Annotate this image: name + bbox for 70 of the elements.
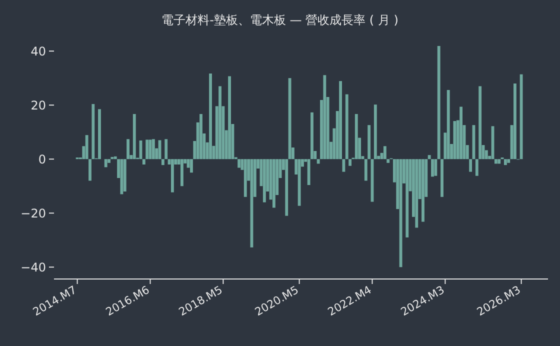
bar [170, 159, 174, 192]
bar [478, 86, 482, 160]
bar [415, 159, 418, 228]
bar [514, 84, 516, 160]
bar [238, 159, 240, 168]
bar [200, 114, 202, 160]
bar [475, 159, 478, 176]
bar [348, 159, 352, 166]
bar [152, 139, 155, 160]
bar [520, 74, 523, 160]
bar [469, 159, 472, 172]
bar [507, 159, 510, 163]
bar [431, 159, 434, 177]
bar [460, 106, 462, 160]
bar [146, 140, 149, 160]
bar [434, 159, 438, 176]
y-tick-label: 0 [38, 152, 46, 167]
bar [132, 114, 136, 160]
bar [244, 159, 247, 197]
bar [437, 46, 440, 160]
bar [446, 90, 450, 160]
bar [342, 159, 346, 172]
bar [310, 112, 314, 160]
bar [406, 159, 409, 238]
bar [504, 159, 507, 166]
y-tick-label: 20 [30, 98, 46, 113]
bar [228, 76, 231, 160]
bar [110, 156, 114, 160]
bar [285, 159, 288, 216]
bar [108, 159, 110, 163]
bar [209, 74, 212, 160]
bar [498, 159, 501, 164]
bar [161, 159, 164, 166]
bar [98, 109, 101, 160]
bar [120, 159, 124, 194]
bar [339, 81, 342, 160]
bar [85, 135, 88, 160]
bar [218, 86, 222, 160]
bar [374, 104, 377, 160]
bar [190, 159, 193, 173]
bar [104, 159, 108, 168]
bar [92, 104, 95, 160]
bar [368, 125, 371, 160]
bar [354, 114, 358, 160]
bar [88, 159, 92, 181]
bar [453, 121, 456, 160]
bar [142, 159, 146, 165]
bar [440, 159, 444, 197]
bar [323, 75, 326, 160]
bar [164, 139, 168, 160]
bar [364, 159, 368, 181]
bar [262, 159, 266, 202]
bar [307, 159, 310, 186]
bar [123, 159, 126, 192]
bar [383, 146, 386, 160]
bar [386, 159, 390, 163]
chart-title: 電子材料-墊板、電木板 — 營收成長率 ( 月 ) [162, 13, 398, 27]
bar [316, 159, 320, 164]
bar [422, 159, 424, 222]
bar [272, 159, 276, 208]
y-tick-label: 40 [30, 44, 46, 59]
y-tick-label: −20 [20, 206, 46, 221]
y-tick-label: −40 [20, 260, 46, 275]
bar [114, 156, 117, 160]
bar [126, 139, 130, 160]
bar [345, 94, 348, 160]
bar [428, 155, 431, 160]
bar [298, 159, 301, 206]
bar [180, 159, 184, 186]
bar [494, 159, 498, 164]
